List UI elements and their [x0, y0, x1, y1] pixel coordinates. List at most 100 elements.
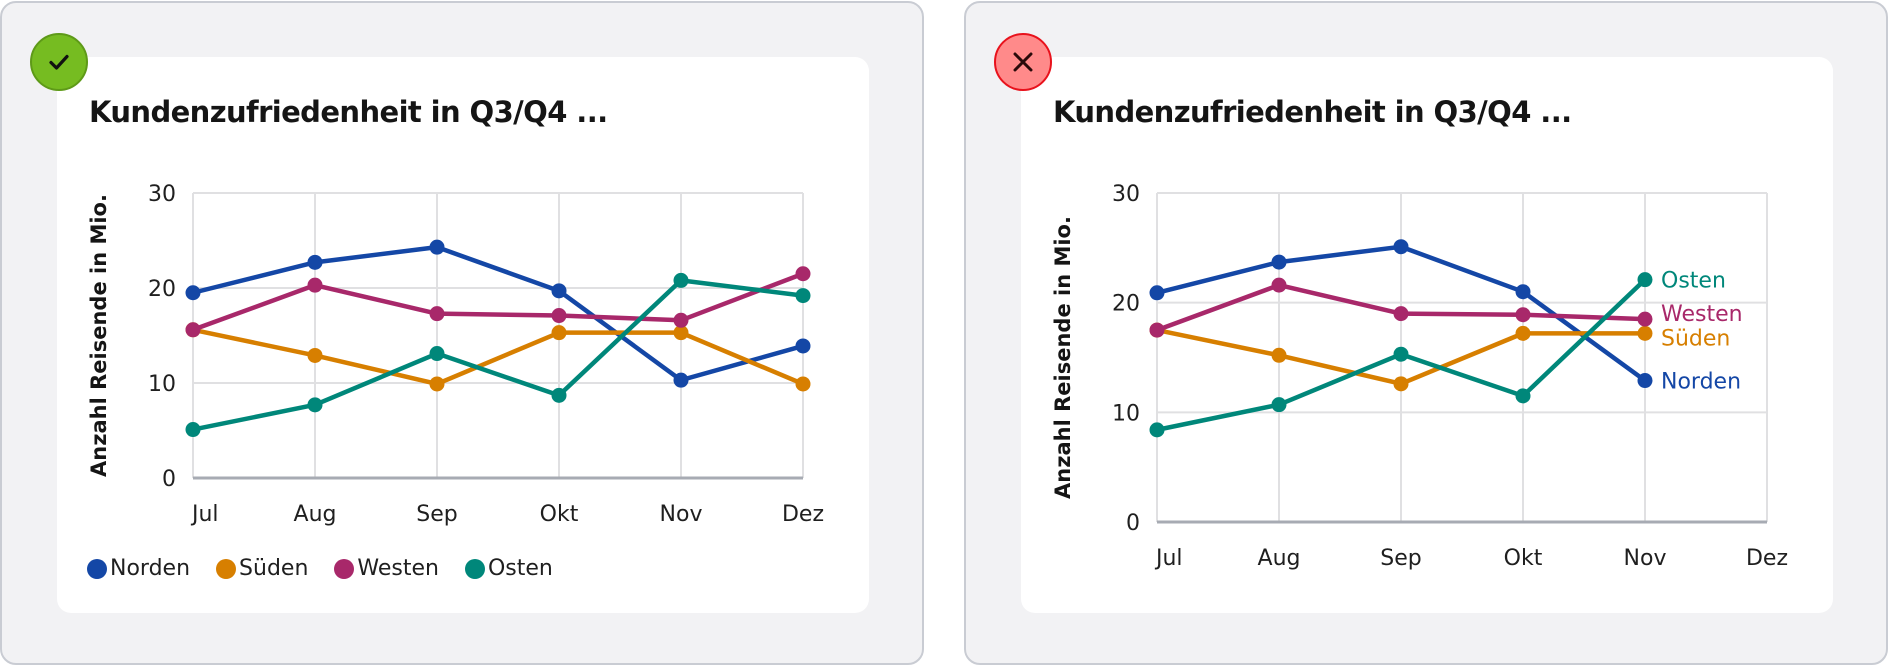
x-tick-label: Aug — [294, 502, 337, 527]
data-point — [1515, 325, 1531, 341]
x-tick-label: Sep — [1380, 546, 1421, 571]
data-point — [1149, 322, 1165, 338]
series-westen: Westen — [1149, 277, 1743, 338]
x-tick-label: Nov — [660, 502, 703, 527]
legend-item: Westen — [334, 556, 439, 581]
data-point — [795, 338, 811, 354]
data-point — [429, 239, 445, 255]
data-point — [185, 285, 201, 301]
data-point — [307, 277, 323, 293]
series-norden — [185, 239, 811, 388]
x-tick-label: Okt — [1504, 546, 1543, 571]
data-point — [1271, 277, 1287, 293]
data-point — [1271, 254, 1287, 270]
y-tick-label: 20 — [1112, 292, 1140, 317]
data-point — [795, 288, 811, 304]
series-end-label: Osten — [1661, 269, 1726, 294]
x-tick-label: Jul — [1154, 546, 1183, 571]
chart-legend: Norden Süden Westen Osten — [87, 556, 553, 581]
data-point — [307, 397, 323, 413]
y-tick-label: 30 — [1112, 182, 1140, 207]
chart-title: Kundenzufriedenheit in Q3/Q4 ... — [89, 95, 608, 129]
legend-dot-icon — [334, 558, 355, 579]
y-axis-label: Anzahl Reisende in Mio. — [87, 194, 111, 477]
series-end-label: Süden — [1661, 326, 1730, 351]
cross-badge — [994, 33, 1052, 91]
data-point — [1637, 311, 1653, 327]
legend-dot-icon — [464, 558, 485, 579]
legend-item: Süden — [216, 556, 308, 581]
data-point — [1393, 306, 1409, 322]
series-osten — [185, 272, 811, 438]
data-point — [551, 325, 567, 341]
y-tick-label: 10 — [148, 372, 176, 397]
data-point — [1393, 376, 1409, 392]
legend-item: Osten — [464, 556, 553, 581]
data-point — [1515, 388, 1531, 404]
legend-label: Westen — [357, 556, 439, 581]
x-tick-label: Dez — [782, 502, 824, 527]
close-icon — [1013, 52, 1033, 72]
data-point — [551, 387, 567, 403]
checkmark-badge — [30, 33, 88, 91]
series-sueden — [185, 322, 811, 392]
data-point — [429, 306, 445, 322]
x-tick-label: Sep — [416, 502, 457, 527]
data-point — [185, 422, 201, 438]
series-line — [190, 278, 806, 432]
data-point — [429, 376, 445, 392]
comparison-panel-correct: Kundenzufriedenheit in Q3/Q4 ... Norden S… — [0, 1, 924, 665]
series-line — [190, 327, 806, 387]
y-tick-label: 0 — [1126, 511, 1140, 536]
data-point — [673, 312, 689, 328]
series-line — [190, 244, 806, 383]
y-tick-label: 0 — [162, 467, 176, 492]
data-point — [673, 372, 689, 388]
series-line — [190, 271, 806, 333]
data-point — [1271, 397, 1287, 413]
data-point — [551, 283, 567, 299]
data-point — [1637, 272, 1653, 288]
data-point — [1515, 307, 1531, 323]
data-point — [551, 308, 567, 324]
data-point — [1637, 325, 1653, 341]
data-point — [673, 272, 689, 288]
x-tick-label: Aug — [1258, 546, 1301, 571]
chart-title: Kundenzufriedenheit in Q3/Q4 ... — [1053, 95, 1572, 129]
legend-label: Norden — [110, 556, 191, 581]
x-tick-label: Jul — [190, 502, 219, 527]
data-point — [1637, 373, 1653, 389]
y-tick-label: 10 — [1112, 401, 1140, 426]
x-tick-label: Nov — [1624, 546, 1667, 571]
data-point — [185, 322, 201, 338]
data-point — [1393, 346, 1409, 362]
series-westen — [185, 266, 811, 338]
data-point — [1149, 285, 1165, 301]
checkmark-icon — [49, 54, 69, 70]
x-tick-label: Dez — [1746, 546, 1788, 571]
y-tick-label: 20 — [148, 277, 176, 302]
legend-dot-icon — [216, 558, 237, 579]
data-point — [1149, 422, 1165, 438]
series-norden: Norden — [1149, 239, 1741, 395]
y-tick-label: 30 — [148, 182, 176, 207]
data-point — [307, 347, 323, 363]
data-point — [673, 325, 689, 341]
data-point — [795, 266, 811, 282]
series-osten: Osten — [1149, 269, 1726, 438]
data-point — [1271, 347, 1287, 363]
legend-label: Süden — [239, 556, 309, 581]
data-point — [1393, 239, 1409, 255]
legend-dot-icon — [87, 558, 107, 579]
legend-label: Osten — [487, 556, 553, 581]
series-end-label: Westen — [1661, 302, 1743, 327]
y-axis-label: Anzahl Reisende in Mio. — [1051, 216, 1075, 499]
data-point — [795, 376, 811, 392]
data-point — [307, 254, 323, 270]
data-point — [1515, 284, 1531, 300]
legend-item: Norden — [87, 556, 190, 581]
series-end-label: Norden — [1661, 370, 1741, 395]
data-point — [429, 346, 445, 362]
